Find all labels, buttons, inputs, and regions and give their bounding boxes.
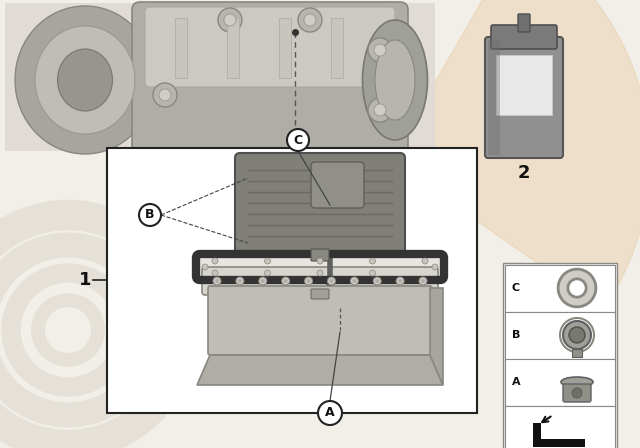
Circle shape (264, 258, 271, 264)
Circle shape (563, 321, 591, 349)
Circle shape (422, 258, 428, 264)
Circle shape (213, 277, 221, 285)
FancyBboxPatch shape (5, 3, 435, 151)
FancyBboxPatch shape (311, 289, 329, 299)
Circle shape (421, 279, 425, 283)
Polygon shape (430, 288, 443, 385)
Bar (107, 148, 477, 413)
Ellipse shape (561, 377, 593, 387)
Bar (503, 263, 617, 448)
Circle shape (375, 279, 380, 283)
Circle shape (307, 279, 310, 283)
Circle shape (432, 264, 438, 270)
Bar (505, 406, 615, 448)
Bar (496, 55, 552, 115)
FancyBboxPatch shape (563, 384, 591, 402)
Text: B: B (512, 330, 520, 340)
Circle shape (368, 38, 392, 62)
Circle shape (569, 327, 585, 343)
Bar (505, 265, 615, 312)
Circle shape (328, 277, 335, 285)
FancyBboxPatch shape (196, 254, 444, 280)
Circle shape (259, 277, 267, 285)
Circle shape (304, 14, 316, 26)
Circle shape (317, 270, 323, 276)
FancyBboxPatch shape (491, 25, 557, 49)
Bar (533, 439, 585, 447)
FancyBboxPatch shape (518, 14, 530, 32)
Bar (488, 40, 500, 155)
Circle shape (212, 258, 218, 264)
Circle shape (264, 270, 271, 276)
Polygon shape (197, 355, 443, 385)
FancyBboxPatch shape (485, 37, 563, 158)
Circle shape (318, 401, 342, 425)
Text: 1: 1 (79, 271, 92, 289)
Text: C: C (293, 134, 303, 146)
Circle shape (419, 277, 427, 285)
Wedge shape (390, 0, 640, 309)
Circle shape (373, 277, 381, 285)
Circle shape (218, 8, 242, 32)
Bar (175, 18, 187, 78)
FancyBboxPatch shape (311, 162, 364, 208)
Circle shape (238, 279, 242, 283)
FancyBboxPatch shape (132, 2, 408, 156)
Text: 2: 2 (518, 164, 531, 182)
Bar (331, 18, 343, 78)
Circle shape (330, 279, 333, 283)
Bar (279, 18, 291, 78)
Circle shape (212, 270, 218, 276)
Circle shape (317, 258, 323, 264)
Ellipse shape (58, 49, 113, 111)
Circle shape (398, 279, 402, 283)
Circle shape (368, 98, 392, 122)
Text: B: B (145, 208, 155, 221)
Text: A: A (512, 377, 520, 387)
Circle shape (260, 279, 265, 283)
Circle shape (215, 279, 219, 283)
Circle shape (369, 270, 376, 276)
Text: A: A (325, 406, 335, 419)
Circle shape (202, 264, 208, 270)
Text: C: C (512, 283, 520, 293)
Circle shape (305, 277, 312, 285)
FancyBboxPatch shape (208, 286, 432, 355)
Bar (227, 18, 239, 78)
Circle shape (139, 204, 161, 226)
Circle shape (153, 83, 177, 107)
Ellipse shape (362, 20, 428, 140)
Bar (572, 349, 582, 357)
Circle shape (369, 258, 376, 264)
Circle shape (224, 14, 236, 26)
Circle shape (353, 279, 356, 283)
Circle shape (298, 8, 322, 32)
Circle shape (282, 277, 290, 285)
Circle shape (396, 277, 404, 285)
FancyBboxPatch shape (235, 153, 405, 258)
Circle shape (572, 388, 582, 398)
FancyBboxPatch shape (202, 267, 438, 295)
Ellipse shape (35, 26, 135, 134)
Circle shape (287, 129, 309, 151)
FancyBboxPatch shape (311, 249, 329, 261)
Bar (505, 359, 615, 406)
Circle shape (284, 279, 287, 283)
Ellipse shape (15, 6, 155, 154)
FancyBboxPatch shape (145, 7, 395, 87)
Bar (505, 312, 615, 359)
Circle shape (374, 44, 386, 56)
Ellipse shape (375, 40, 415, 120)
Circle shape (236, 277, 244, 285)
Circle shape (350, 277, 358, 285)
Bar (533, 423, 541, 443)
Circle shape (159, 89, 171, 101)
Circle shape (374, 104, 386, 116)
